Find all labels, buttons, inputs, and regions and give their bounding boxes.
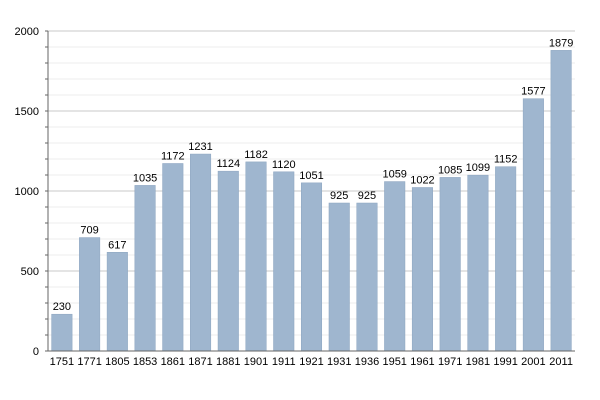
x-tick-label-2001: 2001 xyxy=(521,356,545,368)
x-tick-label-1981: 1981 xyxy=(466,356,490,368)
data-label-1771: 709 xyxy=(80,225,98,237)
x-tick-label-1805: 1805 xyxy=(105,356,129,368)
axes xyxy=(45,30,575,352)
y-tick-label-1500: 1500 xyxy=(15,106,39,118)
bar-1911 xyxy=(273,171,295,352)
x-tick-label-1971: 1971 xyxy=(438,356,462,368)
bar-1931 xyxy=(328,202,350,352)
data-label-1901: 1182 xyxy=(244,149,268,161)
x-tick-label-1921: 1921 xyxy=(299,356,323,368)
data-label-2011: 1879 xyxy=(549,37,573,49)
bar-1921 xyxy=(300,182,323,352)
data-label-1971: 1085 xyxy=(438,164,462,176)
x-tick-label-1951: 1951 xyxy=(382,356,406,368)
x-tick-label-1771: 1771 xyxy=(77,356,101,368)
y-tick-label-2000: 2000 xyxy=(15,26,39,38)
data-label-1931: 925 xyxy=(330,190,348,202)
bars xyxy=(51,50,572,352)
bar-1981 xyxy=(467,174,489,352)
x-tick-label-2011: 2011 xyxy=(549,356,573,368)
data-label-1911: 1120 xyxy=(272,159,296,171)
x-tick-label-1911: 1911 xyxy=(272,356,296,368)
bar-1961 xyxy=(411,187,433,352)
data-label-1805: 617 xyxy=(108,239,126,251)
bar-2011 xyxy=(550,50,572,352)
data-label-1853: 1035 xyxy=(133,172,157,184)
data-label-1751: 230 xyxy=(53,301,71,313)
bar-1901 xyxy=(245,161,267,352)
x-tick-label-1936: 1936 xyxy=(355,356,379,368)
bar-1861 xyxy=(162,163,184,352)
data-label-1921: 1051 xyxy=(299,170,323,182)
x-tick-label-1751: 1751 xyxy=(50,356,74,368)
x-tick-label-1871: 1871 xyxy=(188,356,212,368)
data-label-1961: 1022 xyxy=(410,174,434,186)
bar-1751 xyxy=(51,313,73,352)
bar-1971 xyxy=(439,177,461,352)
data-label-1951: 1059 xyxy=(382,169,406,181)
data-label-1881: 1124 xyxy=(216,158,240,170)
data-label-2001: 1577 xyxy=(521,86,545,98)
x-tick-label-1931: 1931 xyxy=(327,356,351,368)
data-label-1871: 1231 xyxy=(188,141,212,153)
y-tick-label-1000: 1000 xyxy=(15,186,39,198)
bar-1951 xyxy=(384,181,406,352)
bar-1853 xyxy=(134,185,156,352)
bar-1991 xyxy=(495,166,517,352)
data-label-1991: 1152 xyxy=(494,154,518,166)
data-label-1936: 925 xyxy=(358,190,376,202)
bar-1871 xyxy=(190,153,212,352)
x-tick-label-1881: 1881 xyxy=(216,356,240,368)
x-tick-label-1961: 1961 xyxy=(410,356,434,368)
labels: 230 1751 709 1771 617 1805 1035 1853 1172 1861 123… xyxy=(15,26,574,368)
x-tick-label-1853: 1853 xyxy=(133,356,157,368)
data-label-1861: 1172 xyxy=(161,150,185,162)
bar-1881 xyxy=(217,170,239,352)
bar-2001 xyxy=(522,98,544,352)
x-tick-label-1901: 1901 xyxy=(244,356,268,368)
x-tick-label-1991: 1991 xyxy=(493,356,517,368)
x-tick-label-1861: 1861 xyxy=(161,356,185,368)
bar-1936 xyxy=(356,202,378,352)
bar-1771 xyxy=(79,237,101,352)
y-tick-label-0: 0 xyxy=(33,346,39,358)
bar-1805 xyxy=(106,252,128,352)
y-tick-label-500: 500 xyxy=(21,266,39,278)
data-label-1981: 1099 xyxy=(466,162,490,174)
